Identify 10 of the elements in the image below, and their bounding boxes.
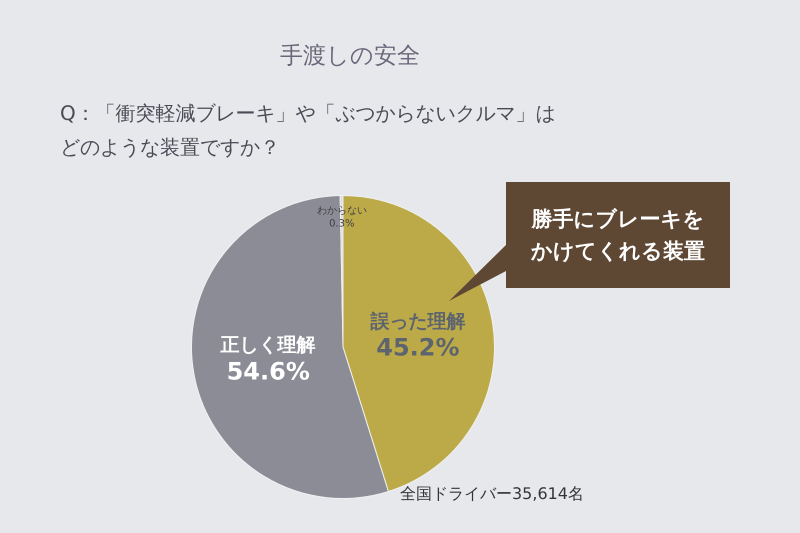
data-label: 0.3% xyxy=(329,218,354,230)
chart-title: 手渡しの安全 xyxy=(279,42,421,71)
data-label: 45.2% xyxy=(376,334,460,362)
slice-label: わからない xyxy=(316,205,367,216)
text: 勝手にブレーキをかけてくれる装置 xyxy=(530,206,706,265)
text: 全国ドライバー35,614名 xyxy=(400,484,584,505)
slice-label: 正しく理解 xyxy=(220,334,316,356)
slice-label: 誤った理解 xyxy=(369,310,466,332)
data-label: 54.6% xyxy=(226,357,310,386)
chart-subtitle: Q：「衝突軽減ブレーキ」や「ぶつからないクルマ」はどのような装置ですか？ xyxy=(60,100,557,161)
